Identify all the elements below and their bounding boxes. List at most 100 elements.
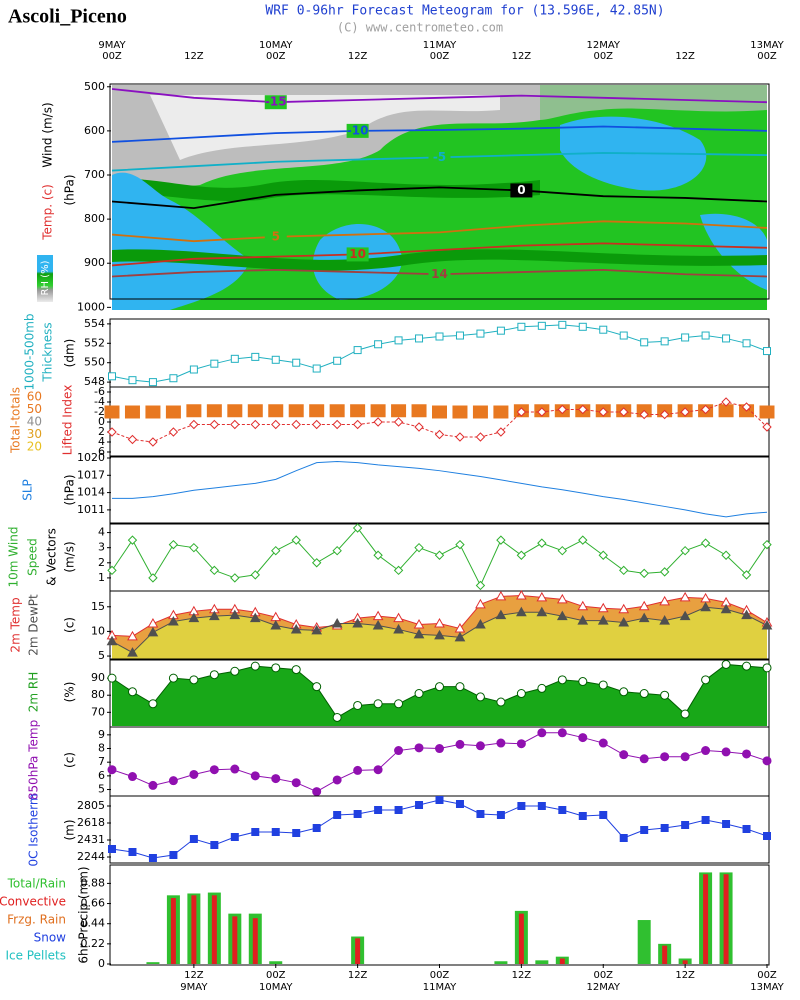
marker: [332, 545, 342, 556]
marker: [415, 801, 424, 809]
marker: [311, 419, 322, 430]
marker: [496, 811, 505, 819]
y-tick-label: 2244: [77, 850, 105, 863]
marker: [680, 752, 690, 762]
marker: [209, 670, 219, 680]
marker: [762, 422, 772, 432]
marker: [413, 628, 425, 639]
marker: [597, 602, 609, 613]
marker: [411, 404, 427, 418]
title: WRF 0-96hr Forecast Meteogram for (13.59…: [265, 4, 664, 19]
marker: [168, 427, 179, 437]
panel-frame: [109, 795, 770, 864]
location: Ascoli_Piceno: [8, 6, 127, 28]
marker: [578, 812, 587, 820]
marker: [271, 419, 281, 430]
marker: [557, 545, 568, 556]
marker: [618, 603, 630, 614]
marker: [373, 699, 383, 709]
marker: [350, 404, 366, 418]
y-tick-label: 1020: [77, 451, 105, 464]
y-tick-label: 552: [84, 336, 105, 349]
marker: [148, 854, 157, 862]
marker: [394, 806, 403, 814]
y-tick-label: 2431: [77, 833, 105, 846]
marker: [721, 659, 731, 669]
marker: [107, 673, 117, 683]
marker: [516, 589, 527, 600]
marker: [659, 567, 670, 577]
isotherm: [112, 242, 767, 267]
isotherm-label: 5: [272, 229, 280, 243]
marker: [230, 666, 240, 676]
line: [111, 401, 768, 443]
rh-legend: [37, 255, 53, 302]
y-tick-label: 0: [98, 415, 105, 428]
marker: [619, 331, 628, 340]
marker: [353, 765, 363, 775]
ylabel: & Vectors: [45, 528, 59, 586]
y-tick-label: 4: [98, 526, 105, 539]
marker: [414, 422, 424, 432]
ylabel: SLP: [21, 479, 35, 501]
marker: [434, 429, 445, 440]
marker: [721, 397, 731, 407]
marker: [557, 675, 567, 685]
ylabel: Speed: [26, 538, 40, 576]
marker: [311, 624, 323, 635]
marker: [312, 682, 322, 692]
marker: [721, 747, 731, 757]
marker: [680, 545, 690, 556]
marker: [536, 591, 548, 602]
marker: [309, 404, 325, 418]
legend-label: Total-totals: [9, 387, 23, 454]
marker: [106, 635, 118, 646]
marker: [127, 772, 137, 782]
time-hour: 00Z: [757, 970, 777, 981]
bar: [723, 874, 729, 964]
bar: [535, 960, 549, 964]
marker: [455, 739, 465, 749]
marker: [188, 612, 200, 623]
marker: [558, 320, 567, 329]
marker: [206, 404, 222, 418]
marker: [249, 612, 261, 623]
ylabel: (hPa): [63, 174, 77, 205]
time-day: 10MAY: [259, 40, 293, 51]
y-tick-label: 550: [84, 356, 105, 369]
marker: [619, 834, 628, 842]
y-tick-label: 1014: [77, 486, 105, 499]
marker: [168, 673, 178, 683]
y-tick-label: 1000: [77, 300, 105, 313]
marker: [372, 610, 384, 621]
ylabel: RH (%): [40, 260, 51, 295]
y-tick-label: 500: [84, 80, 105, 93]
time-day: 9MAY: [98, 40, 126, 51]
plot: [104, 397, 775, 447]
marker: [414, 743, 424, 753]
marker: [189, 769, 199, 779]
marker: [374, 806, 383, 814]
marker: [742, 825, 751, 833]
marker: [291, 419, 301, 430]
marker: [516, 689, 526, 699]
marker: [475, 618, 486, 629]
marker: [700, 601, 711, 612]
marker: [169, 851, 178, 859]
marker: [288, 404, 304, 418]
marker: [168, 776, 178, 786]
marker: [107, 427, 117, 437]
marker: [435, 744, 444, 754]
marker: [169, 374, 178, 383]
axis-labels: Wind (m/s) (hPa) Temp. (c) RH (%) 1000-5…: [7, 102, 91, 963]
marker: [741, 402, 752, 412]
marker: [374, 340, 383, 349]
y-tick-label: 3: [98, 541, 105, 554]
y-tick-label: 2805: [77, 799, 105, 812]
bar: [494, 961, 508, 964]
marker: [558, 806, 567, 814]
y-tick-label: 6: [98, 769, 105, 782]
marker: [128, 376, 137, 385]
marker: [271, 828, 280, 836]
